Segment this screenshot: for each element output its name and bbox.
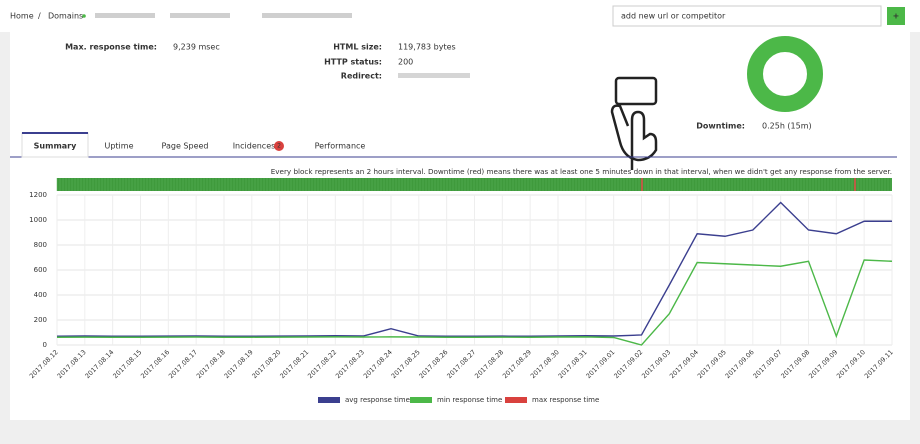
separator: / — [38, 12, 41, 21]
y-tick-label: 600 — [34, 266, 47, 274]
tab[interactable]: Page Speed — [162, 142, 209, 151]
series-line — [56, 201, 892, 337]
breadcrumb-domains[interactable]: Domains — [48, 12, 83, 21]
info-label: Max. response time: — [65, 43, 157, 52]
pointer-cuff — [614, 76, 658, 106]
blurred-crumb — [95, 13, 155, 18]
blurred-value — [398, 73, 470, 78]
legend-swatch[interactable] — [318, 397, 340, 403]
add-button[interactable] — [887, 7, 905, 25]
tab[interactable]: Summary — [34, 142, 77, 151]
add-icon: + — [893, 12, 900, 21]
legend-label[interactable]: min response time — [437, 396, 502, 404]
uptime-bar — [57, 178, 892, 191]
legend-swatch[interactable] — [505, 397, 527, 403]
tab[interactable]: Incidences — [233, 142, 276, 151]
badge-count: 2 — [277, 143, 281, 150]
info-label: HTML size: — [333, 43, 382, 52]
search-placeholder: add new url or competitor — [621, 12, 726, 21]
info-value: 119,783 bytes — [398, 43, 456, 52]
legend-label[interactable]: max response time — [532, 396, 599, 404]
y-tick-label: 1200 — [29, 191, 47, 199]
series-line — [56, 259, 893, 346]
info-value: 200 — [398, 58, 413, 67]
legend-label[interactable]: avg response time — [345, 396, 410, 404]
blurred-crumb — [262, 13, 352, 18]
tab[interactable]: Uptime — [104, 142, 133, 151]
blurred-crumb — [170, 13, 230, 18]
breadcrumb-home[interactable]: Home — [10, 12, 34, 21]
search-input[interactable] — [612, 5, 882, 27]
badge — [274, 141, 284, 151]
info-value: 9,239 msec — [173, 43, 220, 52]
y-tick-label: 0 — [43, 341, 47, 349]
y-tick-label: 800 — [34, 241, 47, 249]
tab[interactable]: Performance — [315, 142, 366, 151]
pointer-hand — [610, 104, 658, 170]
downtime-value: 0.25h (15m) — [762, 122, 812, 131]
info-label: Redirect: — [341, 72, 382, 81]
y-tick-label: 400 — [34, 291, 47, 299]
uptime-note: Every block represents an 2 hours interv… — [271, 167, 892, 176]
y-tick-label: 1000 — [29, 216, 47, 224]
y-tick-label: 200 — [34, 316, 47, 324]
status-dot — [82, 14, 86, 18]
uptime-donut — [747, 36, 823, 112]
legend-swatch[interactable] — [410, 397, 432, 403]
info-label: HTTP status: — [324, 58, 382, 67]
downtime-label: Downtime: — [696, 122, 745, 131]
